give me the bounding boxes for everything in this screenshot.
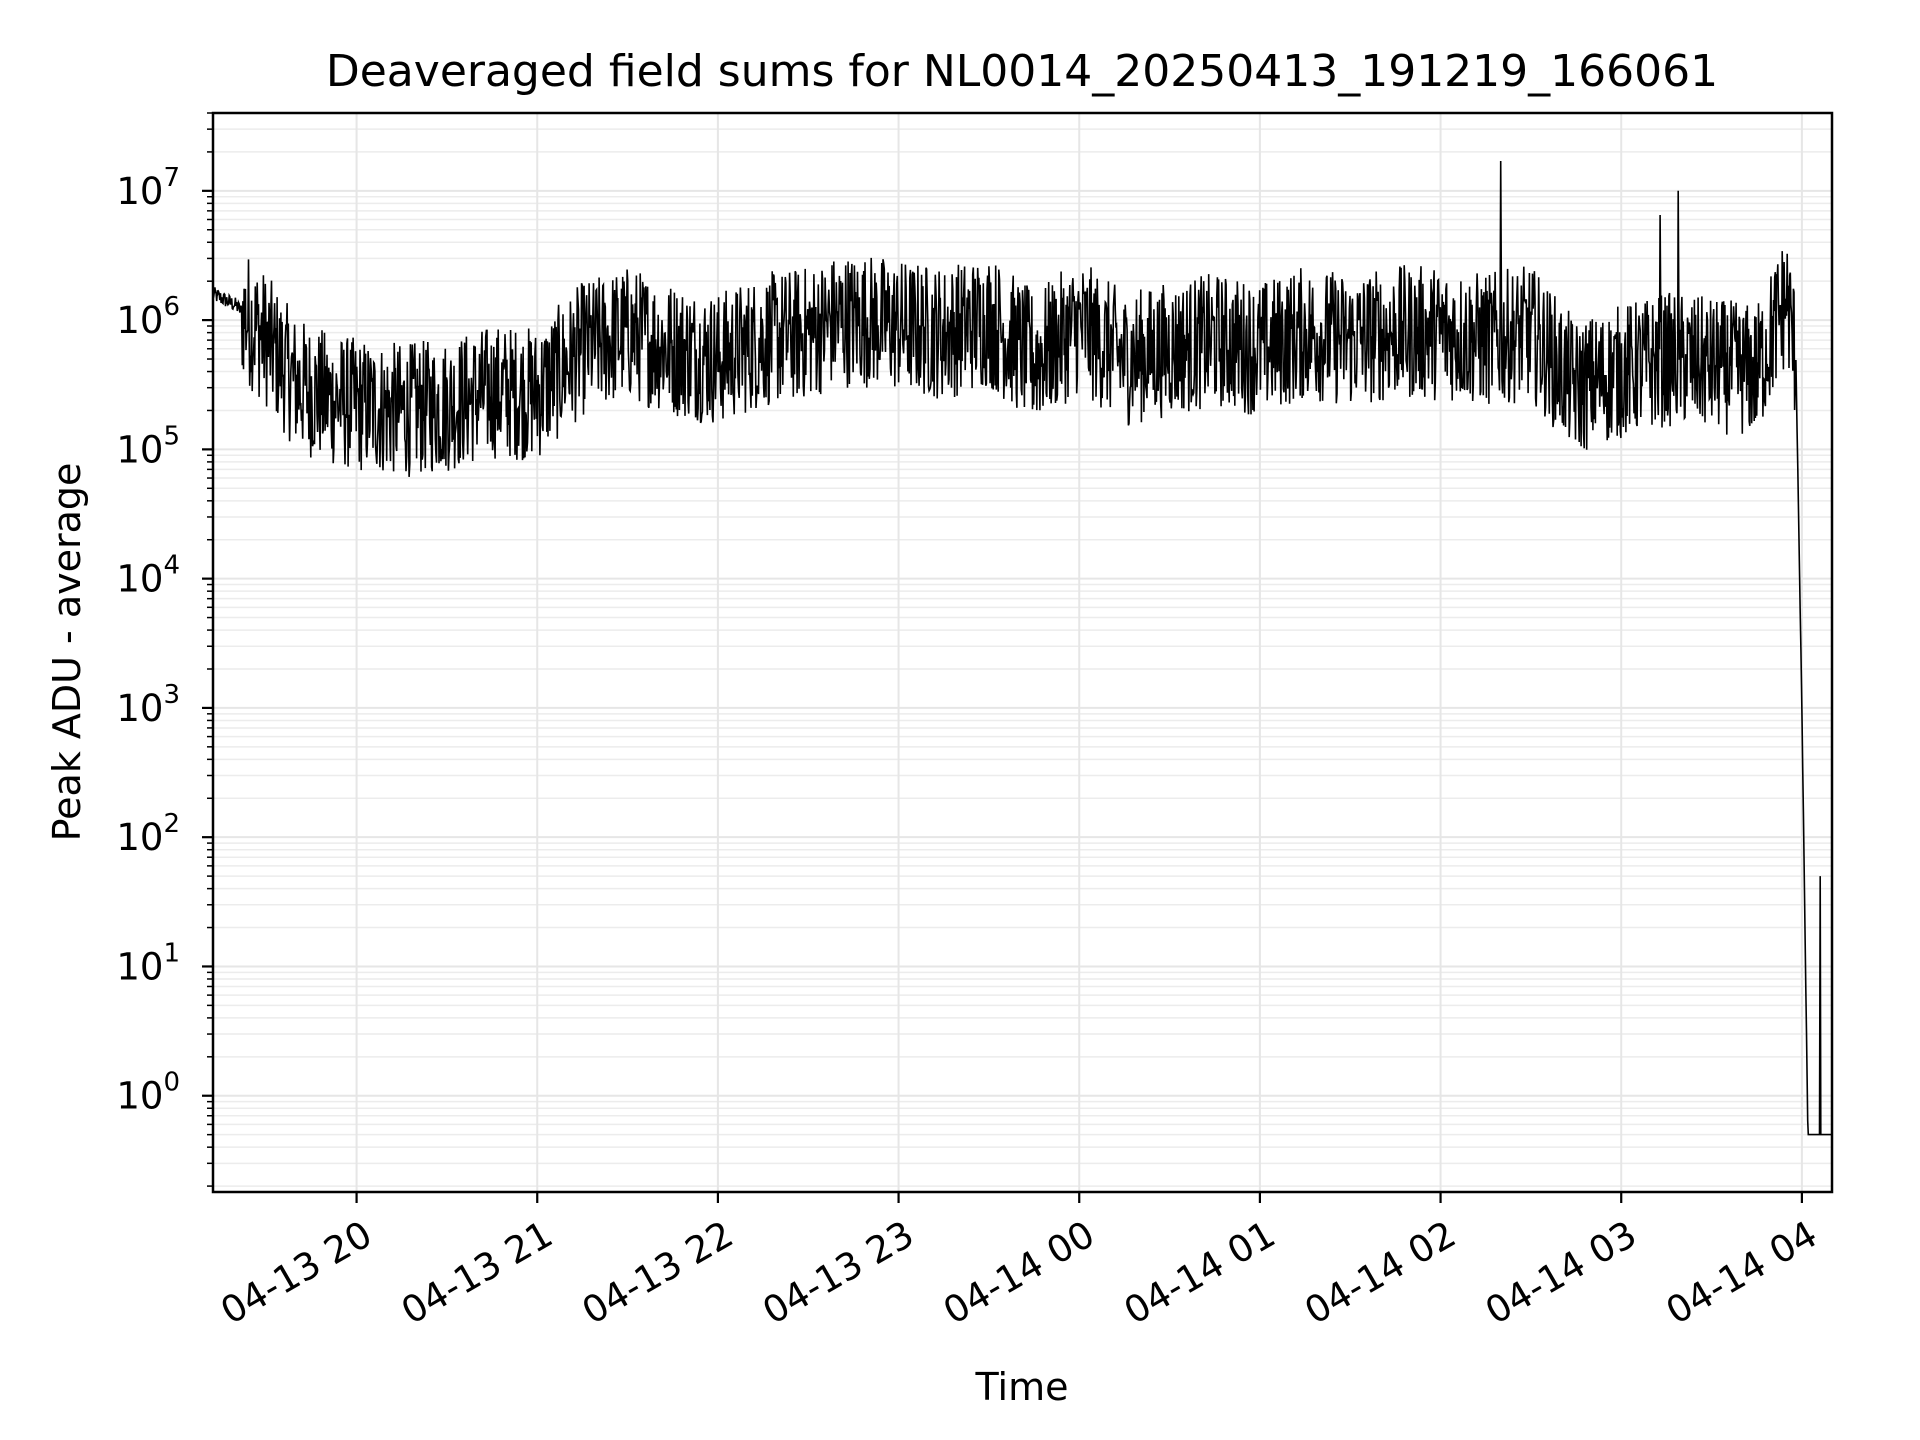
plot-frame [211,111,1834,1194]
y-tick-label: 106 [116,292,180,342]
y-tick-label: 107 [116,163,180,213]
y-tick-exponent: 3 [163,680,180,710]
x-tick-label: 04-13 21 [394,1213,560,1333]
y-tick-label: 105 [116,421,180,471]
y-tick-label: 104 [116,551,180,601]
x-tick-label: 04-14 02 [1297,1213,1463,1333]
y-tick-exponent: 4 [163,551,180,581]
x-tick-label: 04-14 01 [1117,1213,1283,1333]
y-tick-label: 101 [116,938,180,988]
chart-title: Deaveraged field sums for NL0014_2025041… [326,46,1718,97]
x-tick-label: 04-14 00 [936,1213,1102,1333]
y-tick-exponent: 2 [163,809,180,839]
x-tick-label: 04-13 20 [214,1213,380,1333]
y-tick-exponent: 1 [163,938,180,968]
x-tick-label: 04-13 23 [755,1213,921,1333]
grid-lines [213,112,1832,1192]
x-axis-label: Time [975,1365,1069,1409]
x-tick-label: 04-14 03 [1478,1213,1644,1333]
x-axis: 04-13 20 04-13 21 04-13 22 04-13 23 04-14 00… [214,1192,1825,1333]
y-tick-exponent: 7 [163,163,180,193]
y-tick-exponent: 5 [163,421,180,451]
y-tick-exponent: 0 [163,1068,180,1098]
y-tick-label: 102 [116,809,180,859]
y-tick-exponent: 6 [163,292,180,322]
x-tick-label: 04-14 04 [1659,1213,1825,1333]
y-tick-label: 100 [116,1068,180,1118]
y-axis-label: Peak ADU - average [45,463,89,842]
series-line [212,160,1832,1136]
x-tick-label: 04-13 22 [575,1213,741,1333]
y-tick-label: 103 [116,680,180,730]
series-layer [212,160,1832,1136]
